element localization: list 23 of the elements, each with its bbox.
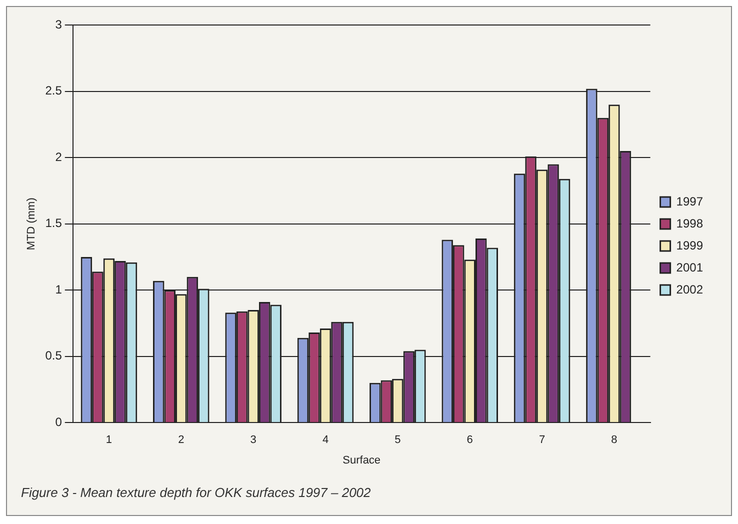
y-tick-label: 0 (55, 414, 62, 429)
x-tick-label: 1 (106, 434, 112, 446)
x-tick-label: 4 (322, 434, 329, 446)
x-tick-label: 2 (178, 434, 184, 446)
legend-label: 1999 (676, 238, 704, 252)
y-tick-label: 1.5 (45, 216, 62, 230)
x-tick-label: 8 (611, 434, 618, 446)
y-axis-title: MTD (mm) (26, 198, 38, 250)
y-tick-label: 1 (55, 282, 62, 296)
x-tick-label: 3 (250, 434, 256, 446)
y-tick-label: 2.5 (45, 84, 62, 98)
legend-label: 2002 (676, 282, 704, 296)
legend-label: 1997 (676, 194, 704, 208)
legend-label: 2001 (676, 260, 704, 274)
y-tick-label: 0.5 (45, 348, 62, 363)
legend-label: 1998 (676, 216, 704, 230)
x-tick-label: 7 (538, 434, 546, 446)
x-tick-label: 5 (394, 434, 401, 446)
caption: Figure 3 - Mean texture depth for OKK surfaces 1997 – 2002 (21, 485, 371, 500)
y-tick-label: 3 (55, 18, 62, 32)
x-axis-title: Surface (342, 454, 381, 466)
x-tick-label: 6 (466, 434, 473, 446)
y-tick-label: 2 (55, 150, 62, 164)
